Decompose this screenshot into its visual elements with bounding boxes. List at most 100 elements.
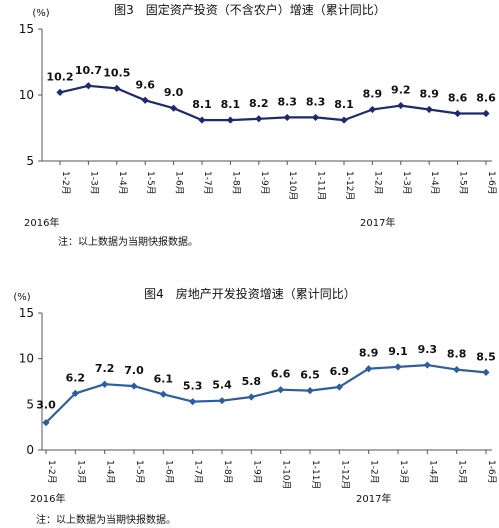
data-value-label: 8.2 [249,97,269,110]
data-value-label: 8.6 [448,91,468,104]
x-tick-label: 1-3月 [401,171,412,195]
data-point-marker [189,397,197,406]
data-point-marker [130,382,138,390]
data-point-marker [42,419,50,427]
x-tick-label: 1-4月 [429,171,440,195]
data-value-label: 6.6 [271,368,291,381]
x-tick-label: 1-12月 [344,171,355,200]
data-value-label: 7.0 [124,364,144,377]
data-value-label: 6.2 [66,371,86,384]
data-value-label: 8.3 [277,95,297,108]
data-point-marker [170,104,178,112]
x-tick-label: 1-6月 [163,460,174,484]
data-value-label: 8.8 [447,348,467,361]
data-point-marker [312,113,320,122]
data-point-marker [340,116,348,124]
year-label: 2017年 [356,492,391,505]
x-tick-label: 1-9月 [259,171,270,195]
x-tick-label: 1-10月 [287,171,298,200]
data-value-label: 9.6 [135,78,155,91]
x-tick-label: 1-4月 [117,171,128,195]
data-point-marker [71,389,79,397]
x-tick-label: 1-2月 [369,460,380,484]
chart-2: 图4 房地产开发投资增速（累计同比） (%) 15 10 5 0 1-2月 1-3月 1-4月 1… [13,286,497,526]
y-tick-label: 15 [19,22,34,36]
data-point-marker [247,393,255,401]
y-tick-label: 5 [26,397,34,411]
data-value-label: 10.5 [103,66,130,79]
chart-title: 图3 固定资产投资（不含农户）增速（累计同比） [114,2,386,17]
y-tick-label: 10 [19,352,34,366]
data-point-marker [368,105,376,114]
x-tick-label: 1-5月 [134,460,145,484]
x-tick-label: 1-11月 [310,460,321,489]
x-tick-label: 1-2月 [46,460,57,484]
data-value-label: 6.5 [300,369,320,382]
data-point-marker [226,116,234,124]
data-point-marker [56,88,64,96]
data-value-label: 9.2 [391,84,411,97]
data-value-label: 8.9 [363,88,383,101]
data-value-label: 10.2 [46,70,73,83]
data-value-label: 7.2 [95,362,115,375]
x-tick-label: 1-7月 [202,171,213,195]
data-point-marker [397,101,405,110]
data-value-label: 9.1 [388,345,408,358]
y-tick-label: 10 [19,88,34,102]
x-tick-label: 1-9月 [251,460,262,484]
data-point-marker [84,82,92,90]
data-point-marker [394,363,402,371]
x-tick-label: 1-2月 [372,171,383,195]
data-value-label: 9.3 [418,343,438,356]
x-tick-label: 1-3月 [75,460,86,484]
series-line [59,84,486,122]
data-value-label: 6.9 [330,365,350,378]
data-point-marker [277,386,285,394]
x-tick-label: 1-5月 [457,460,468,484]
data-value-label: 8.9 [419,88,439,101]
x-tick-label: 1-7月 [193,460,204,484]
year-label: 2016年 [24,216,59,229]
x-tick-label: 1-4月 [105,460,116,484]
x-tick-label: 1-11月 [316,171,327,200]
chart-title: 图4 房地产开发投资增速（累计同比） [144,286,356,301]
data-value-label: 5.4 [212,379,232,392]
data-value-label: 10.7 [75,64,102,77]
chart-note: 注：以上数据为当期快报数据。 [36,513,176,526]
data-point-marker [159,390,167,398]
y-axis-unit: (%) [32,8,49,19]
data-value-label: 9.0 [164,86,184,99]
x-tick-label: 1-3月 [88,171,99,195]
chart-1: 图3 固定资产投资（不含农户）增速（累计同比） (%) 15 10 5 1-2月 1-3月 1… [19,2,497,248]
data-point-marker [306,387,314,395]
data-value-label: 5.3 [183,380,203,393]
data-value-label: 8.6 [476,91,496,104]
x-tick-label: 1-8月 [230,171,241,195]
data-point-marker [218,397,226,405]
x-tick-label: 1-8月 [222,460,233,484]
data-value-label: 3.0 [36,399,56,412]
x-tick-label: 1-6月 [486,460,497,484]
year-label: 2017年 [360,216,395,229]
data-point-marker [255,115,263,123]
y-tick-label: 0 [26,443,34,457]
data-point-marker [453,366,461,374]
y-axis-unit: (%) [13,292,30,303]
data-point-marker [283,113,291,122]
data-value-label: 6.1 [154,372,174,385]
x-tick-label: 1-3月 [398,460,409,484]
y-tick-label: 5 [26,154,34,168]
data-point-marker [482,109,490,118]
x-tick-label: 1-10月 [281,460,292,489]
x-tick-label: 1-5月 [145,171,156,195]
x-tick-label: 1-5月 [458,171,469,195]
data-value-label: 8.1 [192,98,212,111]
chart-note: 注：以上数据为当期快报数据。 [58,235,198,248]
data-point-marker [425,105,433,114]
x-tick-label: 1-12月 [339,460,350,489]
data-point-marker [482,368,490,376]
data-point-marker [423,361,431,369]
x-tick-label: 1-6月 [486,171,497,195]
year-label: 2016年 [30,492,65,505]
